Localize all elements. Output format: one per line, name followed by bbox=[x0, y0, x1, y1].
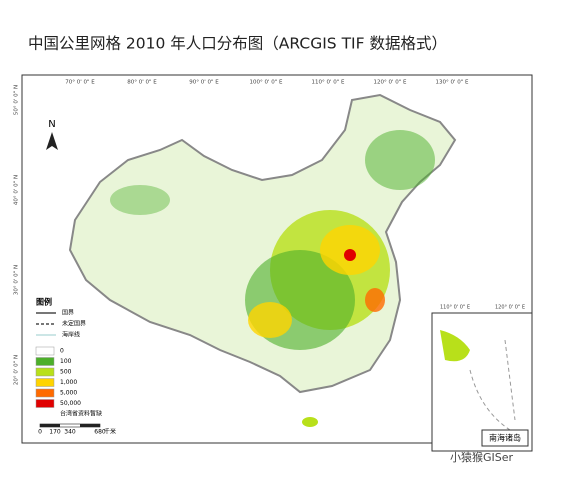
graticule-label: 100° 0' 0" E bbox=[249, 80, 283, 86]
inset-label-box bbox=[481, 429, 529, 447]
legend-label: 1,000 bbox=[60, 379, 77, 386]
legend-label: 5,000 bbox=[60, 390, 77, 397]
graticule-label: 120° 0' 0" E bbox=[495, 305, 525, 311]
legend-swatch bbox=[35, 388, 55, 398]
graticule-label: 80° 0' 0" E bbox=[127, 80, 157, 86]
population-area bbox=[344, 249, 356, 261]
legend-label: 50,000 bbox=[60, 400, 81, 407]
scale-unit: 千米 bbox=[104, 428, 116, 436]
graticule-label: 120° 0' 0" E bbox=[373, 80, 407, 86]
north-arrow: N bbox=[46, 119, 58, 150]
legend-label: 海岸线 bbox=[62, 331, 80, 339]
legend-swatch bbox=[35, 399, 55, 408]
population-area bbox=[365, 288, 385, 312]
scale-bar bbox=[40, 424, 60, 427]
graticule-label: 20° 0' 0" N bbox=[14, 355, 20, 385]
graticule-label: 50° 0' 0" N bbox=[14, 85, 20, 115]
legend-swatch bbox=[35, 357, 55, 366]
legend-note: 台湾省资料暂缺 bbox=[60, 410, 102, 418]
graticule-label: 90° 0' 0" E bbox=[189, 80, 219, 86]
legend-label: 国界 bbox=[62, 310, 74, 317]
island bbox=[302, 417, 318, 427]
graticule-label: 130° 0' 0" E bbox=[435, 80, 469, 86]
china-outline bbox=[68, 93, 457, 427]
north-label: N bbox=[48, 119, 55, 130]
north-arrow-shape bbox=[46, 132, 58, 150]
inset-dashed-line bbox=[469, 339, 516, 431]
graticule-label: 30° 0' 0" N bbox=[14, 265, 20, 295]
graticule-label: 110° 0' 0" E bbox=[311, 80, 345, 86]
graticule-label: 70° 0' 0" E bbox=[65, 80, 95, 86]
scale-label: 680 bbox=[94, 429, 106, 436]
legend-title: 图例 bbox=[36, 297, 52, 307]
legend-label: 0 bbox=[60, 348, 64, 355]
legend-swatch bbox=[35, 346, 55, 356]
graticule-label: 40° 0' 0" N bbox=[14, 175, 20, 205]
population-area bbox=[365, 130, 435, 190]
title: 中国公里网格 2010 年人口分布图（ARCGIS TIF 数据格式） bbox=[28, 35, 447, 53]
disputed-line bbox=[469, 339, 516, 431]
inset-land bbox=[440, 330, 470, 362]
legend-swatch bbox=[35, 367, 55, 377]
scale-label: 170 bbox=[49, 429, 61, 436]
graticule-label: 110° 0' 0" E bbox=[440, 305, 470, 311]
scale-label: 340 bbox=[64, 429, 76, 436]
population-area bbox=[248, 302, 292, 338]
inset-label: 南海诸岛 bbox=[489, 433, 521, 443]
legend-label: 500 bbox=[60, 369, 72, 376]
scale-bar bbox=[80, 424, 100, 427]
scale-label: 0 bbox=[38, 429, 42, 436]
legend-label: 未定国界 bbox=[62, 320, 86, 328]
population-area bbox=[110, 185, 170, 215]
legend-swatch bbox=[35, 378, 55, 387]
watermark: 小猿猴GISer bbox=[450, 450, 514, 464]
legend-label: 100 bbox=[60, 358, 72, 365]
